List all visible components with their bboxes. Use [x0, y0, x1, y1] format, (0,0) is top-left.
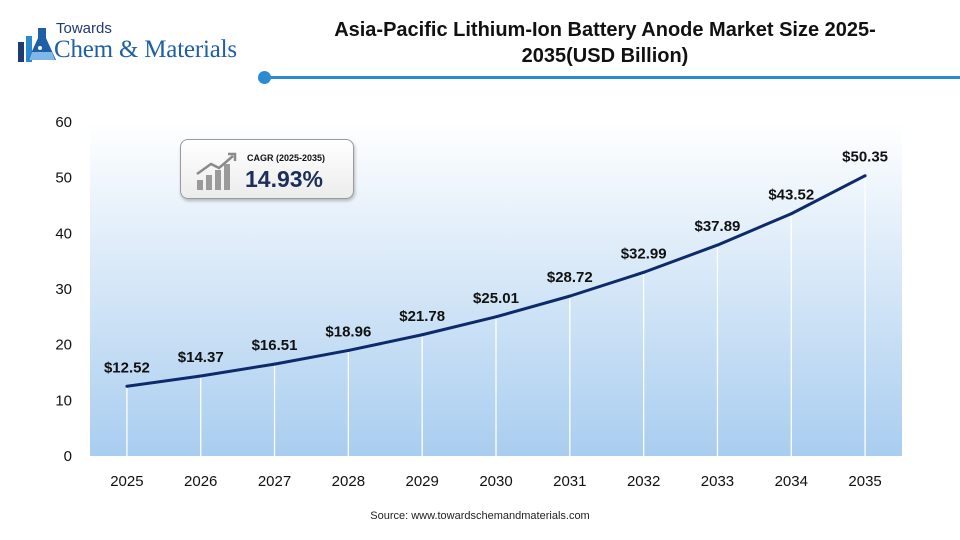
data-point-2029 — [420, 333, 424, 337]
brand-line-1: Towards — [56, 20, 112, 37]
x-tick-2032: 2032 — [627, 473, 660, 490]
data-point-2026 — [199, 374, 203, 378]
y-tick-20: 20 — [55, 337, 72, 354]
brand-line-2: Chem & Materials — [54, 36, 237, 63]
y-tick-10: 10 — [55, 392, 72, 409]
x-tick-2033: 2033 — [701, 473, 734, 490]
data-label-2029: $21.78 — [399, 308, 445, 325]
data-label-2035: $50.35 — [842, 149, 888, 166]
data-point-2033 — [715, 243, 719, 247]
data-point-2027 — [273, 362, 277, 366]
x-tick-2030: 2030 — [479, 473, 512, 490]
y-tick-40: 40 — [55, 225, 72, 242]
data-point-2031 — [568, 294, 572, 298]
data-point-2034 — [789, 212, 793, 216]
data-label-2030: $25.01 — [473, 290, 519, 307]
chart-title: Asia-Pacific Lithium-Ion Battery Anode M… — [334, 19, 876, 67]
x-tick-2034: 2034 — [775, 473, 808, 490]
data-point-2032 — [642, 270, 646, 274]
data-point-2035 — [863, 174, 867, 178]
x-tick-2026: 2026 — [184, 473, 217, 490]
x-tick-2031: 2031 — [553, 473, 586, 490]
data-label-2033: $37.89 — [695, 218, 741, 235]
data-point-2028 — [346, 348, 350, 352]
flask-logo-icon — [18, 28, 56, 62]
x-tick-2025: 2025 — [110, 473, 143, 490]
data-label-2031: $28.72 — [547, 269, 593, 286]
data-label-2034: $43.52 — [768, 187, 814, 204]
cagr-label: CAGR (2025-2035) — [247, 153, 326, 163]
brand-logo: Towards Chem & Materials — [16, 20, 256, 72]
cagr-callout: CAGR (2025-2035) 14.93% — [180, 139, 354, 199]
y-tick-30: 30 — [55, 281, 72, 298]
data-label-2028: $18.96 — [325, 323, 371, 340]
y-tick-60: 60 — [55, 114, 72, 131]
y-tick-50: 50 — [55, 170, 72, 187]
y-tick-0: 0 — [64, 448, 72, 465]
data-point-2025 — [125, 384, 129, 388]
x-tick-2029: 2029 — [405, 473, 438, 490]
cagr-value: 14.93% — [245, 166, 324, 192]
data-label-2027: $16.51 — [252, 337, 298, 354]
data-label-2032: $32.99 — [621, 245, 667, 262]
title-rule — [262, 76, 960, 79]
source-note: Source: www.towardschemandmaterials.com — [370, 510, 590, 522]
data-label-2025: $12.52 — [104, 359, 150, 376]
data-label-2026: $14.37 — [178, 349, 224, 366]
x-tick-2028: 2028 — [332, 473, 365, 490]
growth-chart-icon — [196, 152, 237, 190]
x-tick-2027: 2027 — [258, 473, 291, 490]
data-point-2030 — [494, 315, 498, 319]
x-tick-2035: 2035 — [848, 473, 881, 490]
